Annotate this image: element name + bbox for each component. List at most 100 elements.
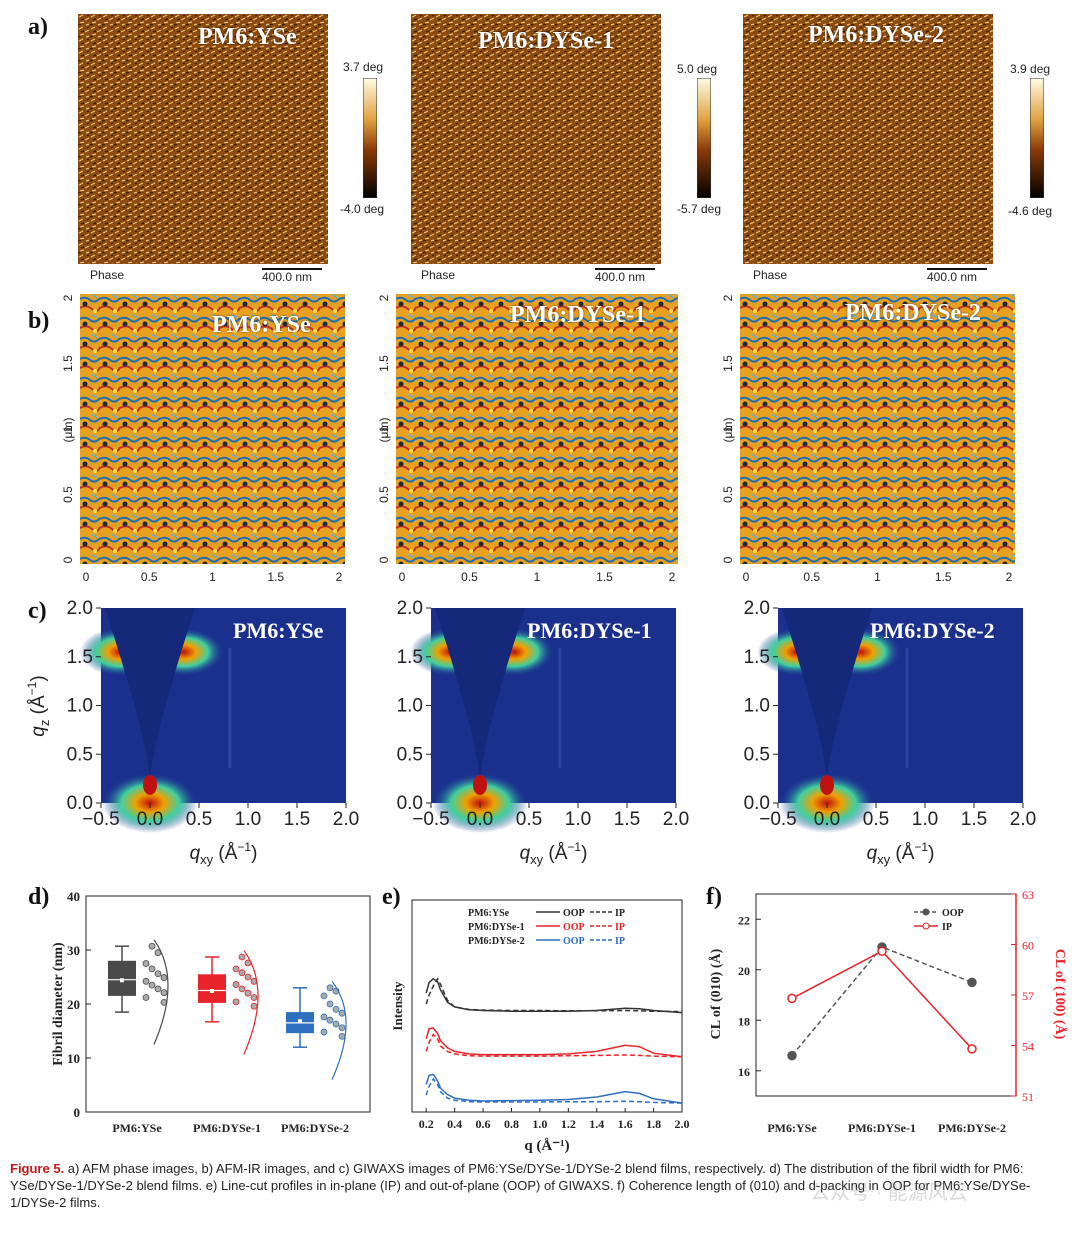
scalebar-2-label: 400.0 nm [595,270,646,284]
panel-b-letter: b) [28,308,50,334]
box-ytick: 10 [67,1051,80,1066]
ir-xtick: 1.5 [935,570,952,584]
caption-label: Figure 5. [10,1161,65,1176]
giwaxs-xtick: −0.5 [82,809,120,830]
ir-xtick: 0.5 [803,570,820,584]
linecut-xtick: 1.4 [589,1117,604,1131]
colorbar-1 [363,78,377,198]
giwaxs-xtick: 0.0 [814,809,840,830]
giwaxs-xtick: −0.5 [759,809,797,830]
cl-category-label: PM6:YSe [767,1121,817,1135]
ir-ytick: 2 [721,294,735,301]
cl-legend-marker [922,908,930,916]
cl-point-ip [967,1044,977,1054]
caption-text: a) AFM phase images, b) AFM-IR images, a… [10,1161,1031,1210]
giwaxs-xtick: 2.0 [663,809,689,830]
ir-xtick: 0 [743,570,750,584]
box-ytick: 40 [67,889,80,904]
afm-ir-image-1 [80,294,345,564]
giwaxs-xtick: 1.5 [284,809,310,830]
box-ytick: 20 [67,997,80,1012]
scalebar-1-label: 400.0 nm [262,270,313,284]
cl-left-tick: 16 [738,1065,750,1079]
box-mean [298,1019,302,1024]
afm-phase-image-1 [78,14,328,264]
panel-c-letter: c) [28,598,47,624]
ir-ytick: 0 [377,556,391,563]
afm-ir-title-1: PM6:YSe [212,312,311,338]
linecut-xtick: 1.8 [646,1117,661,1131]
colorbar-2 [697,78,711,198]
box-category-label: PM6:YSe [112,1121,162,1135]
giwaxs-image-2 [410,608,676,833]
giwaxs-figure: PM6:YSe−0.5 0.0 0.5 1.0 1.5 2.00.00.51.01.52.… [25,598,1036,867]
cl-point-oop [967,977,977,988]
giwaxs-xtick: 0.5 [516,809,542,830]
giwaxs-ytick: 2.0 [744,598,770,619]
giwaxs-image-1 [80,608,346,833]
afm-ir-title-2: PM6:DYSe-1 [510,302,646,328]
box-data-point [338,1024,346,1032]
box-data-point [250,1002,258,1010]
cl-series-ip [791,950,973,1050]
box-data-point [148,942,156,950]
giwaxs-image-3 [757,608,1023,833]
ir-ytick: 1 [61,425,75,432]
ir-ylabel: (μm) [377,418,391,443]
box-iqr [198,974,226,1003]
giwaxs-ytick: 0.5 [67,744,93,765]
panel-f-letter: f) [706,884,722,910]
giwaxs-ytick: 1.5 [67,647,93,668]
box-data-point [148,965,156,973]
box-data-point [238,985,246,993]
cl-category-label: PM6:DYSe-1 [848,1121,916,1135]
watermark: 公众号 · 能源风云 [810,1182,968,1204]
figure-caption: Figure 5. a) AFM phase images, b) AFM-IR… [10,1160,1070,1211]
phase-label-3: Phase [753,268,788,282]
box-data-point [332,1005,340,1013]
giwaxs-xtick: 1.0 [912,809,938,830]
ir-ytick: 0.5 [377,486,391,503]
linecut-series-oop [425,977,683,1014]
cl-right-tick: 51 [1022,1090,1034,1104]
giwaxs-xtick: 1.0 [565,809,591,830]
cl-point-ip [877,946,887,956]
linecut-xlabel: q (Å⁻¹) [524,1138,569,1154]
panel-e-letter: e) [382,884,401,910]
linecut-legend-oop: OOP [563,936,585,947]
giwaxs-xlabel: qxy (Å−1) [520,840,588,867]
box-data-point [232,965,240,973]
colorbar-3 [1030,78,1044,198]
ir-ytick: 0.5 [61,486,75,503]
scalebar-3 [927,268,987,270]
linecut-xtick: 0.4 [447,1117,462,1131]
ir-xtick: 1 [209,570,216,584]
box-data-point [320,1028,328,1036]
scalebar-3-label: 400.0 nm [927,270,978,284]
colorbar-1-min: -4.0 deg [340,202,385,216]
ir-xtick: 1.5 [596,570,613,584]
box-ytick: 0 [74,1105,81,1120]
ir-ytick: 0.5 [721,486,735,503]
giwaxs-ytick: 0.5 [744,744,770,765]
box-mean [120,978,124,983]
box-data-point [338,1009,346,1017]
linecut-series-ip [425,977,683,1013]
cl-series-oop [791,946,973,1057]
giwaxs-ytick: 1.5 [397,647,423,668]
linecut-xtick: 1.0 [532,1117,547,1131]
giwaxs-ytick: 2.0 [67,598,93,619]
giwaxs-ytick: 1.0 [67,696,93,717]
ir-xtick: 1.5 [267,570,284,584]
box-data-point [154,985,162,993]
linecut-legend-ip: IP [615,922,625,933]
colorbar-2-min: -5.7 deg [677,202,722,216]
linecut-xtick: 0.6 [476,1117,491,1131]
linecut-legend-oop: OOP [563,922,585,933]
cl-right-tick: 63 [1022,888,1034,902]
colorbar-3-min: -4.6 deg [1008,204,1053,218]
box-data-point [238,953,246,961]
ir-xtick: 0 [399,570,406,584]
ir-ytick: 2 [377,294,391,301]
colorbar-1-max: 3.7 deg [343,60,384,74]
